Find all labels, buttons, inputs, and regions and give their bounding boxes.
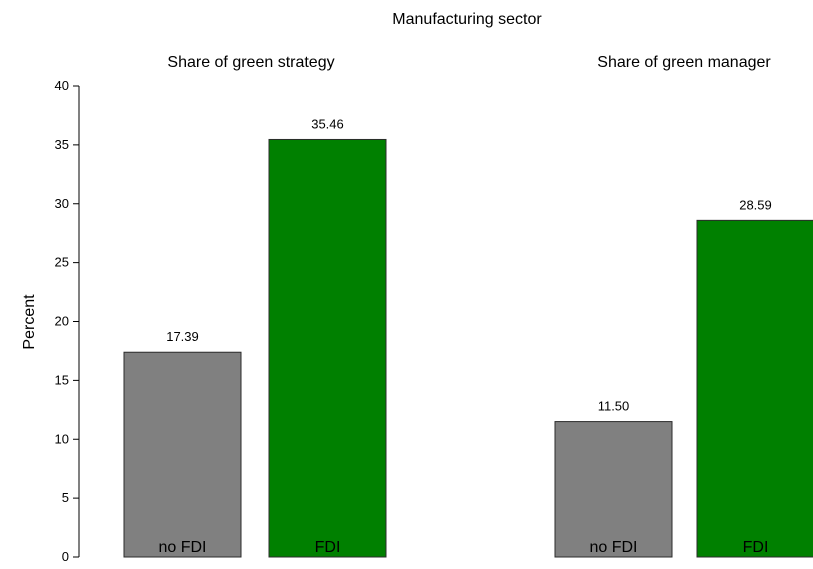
bar-value-label: 11.50 <box>598 399 630 414</box>
bar-no-fdi <box>554 421 673 558</box>
panel-title-green-strategy: Share of green strategy <box>167 54 334 71</box>
bar-fdi <box>268 138 387 558</box>
y-tick-label: 5 <box>62 490 69 505</box>
chart-title: Manufacturing sector <box>392 11 542 28</box>
bar-fdi <box>696 219 813 558</box>
y-tick-label: 35 <box>55 137 69 152</box>
bar-category-label: no FDI <box>158 539 206 556</box>
y-tick-label: 10 <box>55 431 69 446</box>
y-tick-label: 15 <box>55 372 69 387</box>
y-tick-label: 30 <box>55 196 69 211</box>
bar-category-label: no FDI <box>589 539 637 556</box>
bar-category-label: FDI <box>743 539 769 556</box>
y-tick-label: 40 <box>55 78 69 93</box>
y-tick-label: 20 <box>55 314 69 329</box>
y-axis: 0 5 10 15 20 25 30 35 40 <box>55 78 80 564</box>
y-tick-label: 25 <box>55 255 69 270</box>
y-axis-label: Percent <box>21 294 38 350</box>
bar-value-label: 28.59 <box>739 197 772 212</box>
bar-no-fdi <box>123 351 242 558</box>
bar-category-label: FDI <box>315 539 341 556</box>
y-tick-label: 0 <box>62 549 69 564</box>
bar-value-label: 17.39 <box>166 329 199 344</box>
panel-title-green-manager: Share of green manager <box>597 54 771 71</box>
bars: 17.39 no FDI 35.46 FDI 11.50 no FDI 28.59 FDI <box>123 116 813 558</box>
bar-value-label: 35.46 <box>311 116 344 131</box>
